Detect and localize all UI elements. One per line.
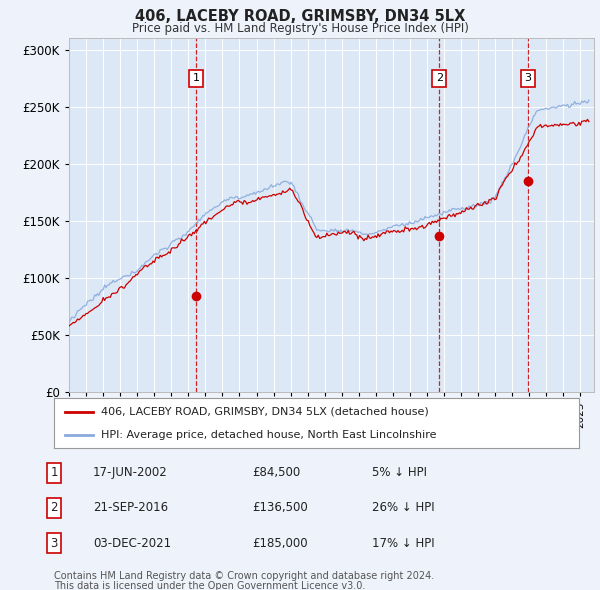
Text: This data is licensed under the Open Government Licence v3.0.: This data is licensed under the Open Gov… (54, 581, 365, 590)
Text: 26% ↓ HPI: 26% ↓ HPI (372, 502, 434, 514)
Text: 03-DEC-2021: 03-DEC-2021 (93, 537, 171, 550)
Text: 3: 3 (50, 537, 58, 550)
Text: 406, LACEBY ROAD, GRIMSBY, DN34 5LX (detached house): 406, LACEBY ROAD, GRIMSBY, DN34 5LX (det… (101, 407, 429, 417)
Text: Price paid vs. HM Land Registry's House Price Index (HPI): Price paid vs. HM Land Registry's House … (131, 22, 469, 35)
Text: HPI: Average price, detached house, North East Lincolnshire: HPI: Average price, detached house, Nort… (101, 430, 437, 440)
Text: Contains HM Land Registry data © Crown copyright and database right 2024.: Contains HM Land Registry data © Crown c… (54, 571, 434, 581)
Text: 21-SEP-2016: 21-SEP-2016 (93, 502, 168, 514)
Text: 2: 2 (50, 502, 58, 514)
Text: 5% ↓ HPI: 5% ↓ HPI (372, 466, 427, 479)
Text: £84,500: £84,500 (252, 466, 300, 479)
Text: 17% ↓ HPI: 17% ↓ HPI (372, 537, 434, 550)
Text: 17-JUN-2002: 17-JUN-2002 (93, 466, 168, 479)
Text: 1: 1 (50, 466, 58, 479)
Text: £136,500: £136,500 (252, 502, 308, 514)
Text: 3: 3 (524, 73, 532, 83)
Text: 2: 2 (436, 73, 443, 83)
Text: 406, LACEBY ROAD, GRIMSBY, DN34 5LX: 406, LACEBY ROAD, GRIMSBY, DN34 5LX (135, 9, 465, 24)
Text: £185,000: £185,000 (252, 537, 308, 550)
Text: 1: 1 (193, 73, 200, 83)
